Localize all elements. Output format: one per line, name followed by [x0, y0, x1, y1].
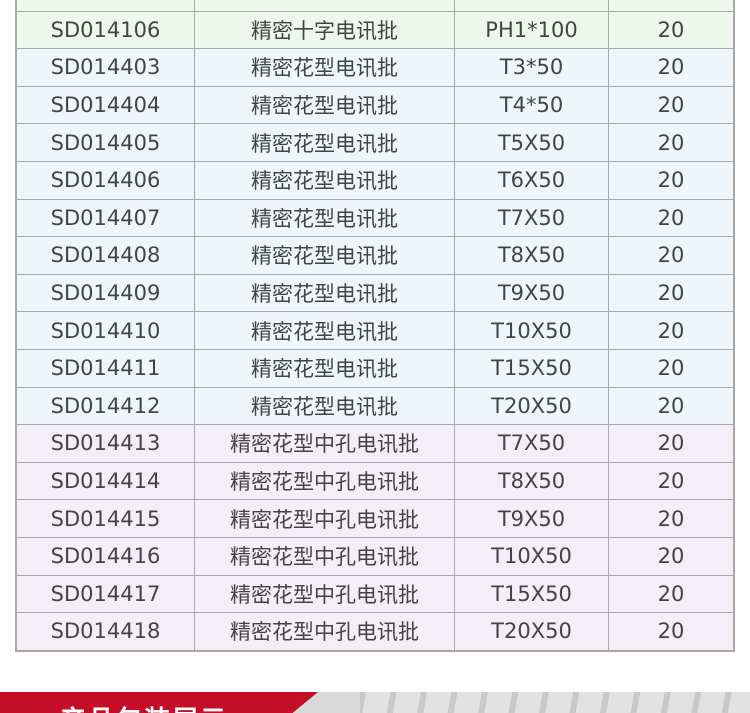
table-row: SD014412 精密花型电讯批 T20X50 20	[17, 386, 733, 425]
cell-qty: 20	[608, 86, 733, 124]
cell-spec: T9X50	[454, 274, 608, 312]
table-row: SD014405 精密花型电讯批 T5X50 20	[17, 123, 733, 161]
cell-qty: 20	[608, 425, 733, 462]
cell-code: SD014414	[50, 469, 161, 494]
cell-code: SD014413	[50, 431, 161, 456]
cell-name: 精密花型中孔电讯批	[194, 575, 454, 613]
cell-code: SD014405	[50, 130, 161, 155]
cell-name: 精密花型电讯批	[194, 86, 454, 124]
cell-name: 精密花型中孔电讯批	[194, 613, 454, 650]
cell-spec: T3*50	[454, 49, 608, 86]
cell-name: 精密花型中孔电讯批	[194, 500, 454, 537]
table-row: SD014403 精密花型电讯批 T3*50 20	[17, 48, 733, 86]
cell-code: SD014418	[50, 619, 161, 644]
cell-qty: 20	[608, 575, 733, 613]
table-row: SD014410 精密花型电讯批 T10X50 20	[17, 311, 733, 349]
table-row: SD014411 精密花型电讯批 T15X50 20	[17, 348, 733, 387]
cell-code: SD014408	[50, 243, 161, 268]
cell-spec: T6X50	[454, 161, 608, 199]
cell-code: SD014417	[50, 581, 161, 606]
cell-code: SD014403	[50, 55, 161, 80]
table-row: SD014418 精密花型中孔电讯批 T20X50 20	[17, 612, 733, 650]
cell-qty: 20	[608, 537, 733, 575]
banner-red-block	[0, 692, 318, 713]
cell-qty: 20	[608, 49, 733, 86]
cell-spec: T20X50	[454, 387, 608, 425]
table-row: SD014414 精密花型中孔电讯批 T8X50 20	[17, 461, 733, 500]
section-banner: 产品包装展示	[0, 692, 750, 713]
cell-qty: 20	[608, 613, 733, 650]
product-spec-table: SD014106 精密十字电讯批 PH1*100 20 SD014403 精密花型电讯批 T…	[15, 0, 735, 652]
cell-code: SD014406	[50, 168, 161, 193]
cell-name: 精密花型电讯批	[194, 199, 454, 237]
table-row: SD014404 精密花型电讯批 T4*50 20	[17, 85, 733, 124]
cell-spec: T15X50	[454, 575, 608, 613]
cell-name: 精密花型电讯批	[194, 312, 454, 349]
cell-qty: 20	[608, 161, 733, 199]
cell-name: 精密花型中孔电讯批	[194, 425, 454, 462]
table-row: SD014416 精密花型中孔电讯批 T10X50 20	[17, 536, 733, 575]
cell-name: 精密花型中孔电讯批	[194, 462, 454, 500]
product-photo	[360, 692, 750, 713]
cell-name: 精密花型电讯批	[194, 161, 454, 199]
table-row: SD014413 精密花型中孔电讯批 T7X50 20	[17, 424, 733, 462]
cell-spec: T7X50	[454, 199, 608, 237]
table-row: SD014106 精密十字电讯批 PH1*100 20	[17, 10, 733, 49]
cell-name: 精密花型中孔电讯批	[194, 537, 454, 575]
cell-name: 精密花型电讯批	[194, 274, 454, 312]
table-row: SD014409 精密花型电讯批 T9X50 20	[17, 273, 733, 312]
cell-qty: 20	[608, 11, 733, 49]
cell-spec: T7X50	[454, 425, 608, 462]
table-row-partial	[17, 0, 733, 11]
table-row: SD014408 精密花型电讯批 T8X50 20	[17, 236, 733, 274]
cell-spec: T20X50	[454, 613, 608, 650]
table-row: SD014417 精密花型中孔电讯批 T15X50 20	[17, 574, 733, 613]
cell-name: 精密花型电讯批	[194, 49, 454, 86]
table-row: SD014406 精密花型电讯批 T6X50 20	[17, 160, 733, 199]
cell-qty: 20	[608, 462, 733, 500]
cell-qty: 20	[608, 349, 733, 387]
cell-qty: 20	[608, 199, 733, 237]
cell-qty: 20	[608, 274, 733, 312]
cell-name: 精密十字电讯批	[194, 11, 454, 49]
cell-code: SD014106	[50, 17, 161, 42]
cell-spec: T10X50	[454, 537, 608, 575]
cell-code: SD014412	[50, 393, 161, 418]
cell-spec: T4*50	[454, 86, 608, 124]
cell-code: SD014411	[50, 356, 161, 381]
cell-name: 精密花型电讯批	[194, 237, 454, 274]
cell-code: SD014407	[50, 205, 161, 230]
cell-qty: 20	[608, 124, 733, 161]
cell-spec: T10X50	[454, 312, 608, 349]
cell-spec: T8X50	[454, 237, 608, 274]
cell-qty: 20	[608, 500, 733, 537]
cell-spec: T9X50	[454, 500, 608, 537]
cell-code: SD014410	[50, 318, 161, 343]
banner-title: 产品包装展示	[60, 700, 228, 713]
cell-qty: 20	[608, 387, 733, 425]
cell-spec: T8X50	[454, 462, 608, 500]
cell-name: 精密花型电讯批	[194, 349, 454, 387]
cell-code: SD014404	[50, 93, 161, 118]
cell-name: 精密花型电讯批	[194, 124, 454, 161]
table-row: SD014407 精密花型电讯批 T7X50 20	[17, 198, 733, 237]
cell-qty: 20	[608, 312, 733, 349]
cell-code: SD014415	[50, 506, 161, 531]
cell-spec: T5X50	[454, 124, 608, 161]
cell-qty: 20	[608, 237, 733, 274]
cell-code: SD014416	[50, 544, 161, 569]
table-row: SD014415 精密花型中孔电讯批 T9X50 20	[17, 499, 733, 537]
cell-code: SD014409	[50, 281, 161, 306]
cell-spec: T15X50	[454, 349, 608, 387]
cell-spec: PH1*100	[454, 11, 608, 49]
cell-name: 精密花型电讯批	[194, 387, 454, 425]
